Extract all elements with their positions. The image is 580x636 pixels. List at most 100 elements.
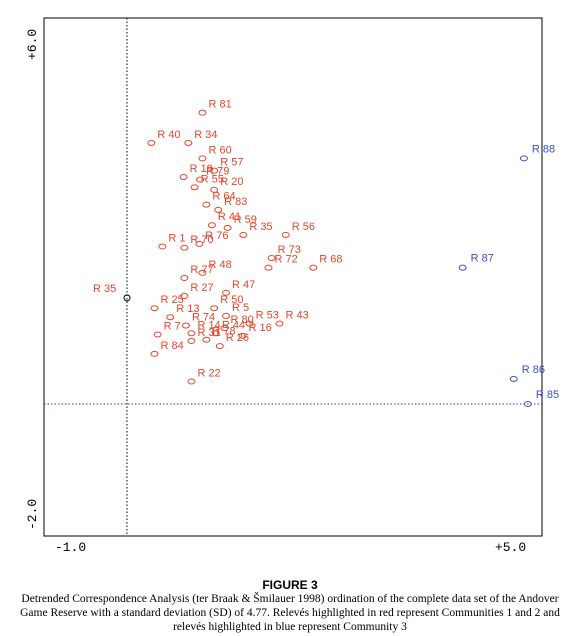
data-point-community_1_2-21 <box>180 274 189 281</box>
data-point-community_1_2-18 <box>267 255 276 262</box>
point-label-community_1_2-37: R 31 <box>197 327 220 339</box>
point-label-community_1_2-21: R 77 <box>190 264 213 276</box>
data-point-community_1_2-1 <box>147 139 156 146</box>
point-label-community_1_2-14: R 56 <box>292 221 315 233</box>
data-point-community_1_2-37 <box>187 337 196 344</box>
point-label-community_3-2: R 86 <box>522 364 545 376</box>
point-label-community_1_2-3: R 60 <box>208 144 231 156</box>
point-label-community_1_2-2: R 34 <box>194 129 217 141</box>
figure-title: FIGURE 3 <box>262 578 318 592</box>
data-point-community_1_2-28 <box>222 312 231 319</box>
plot-frame <box>43 17 543 537</box>
point-labels: R 81 R 40 R 34 R 60R 57 R 19R 79R 55R 20 R 64… <box>93 99 559 401</box>
point-label-community_1_2-0: R 81 <box>208 99 231 111</box>
data-point-community_1_2-13 <box>239 231 248 238</box>
data-point-community_1_2-6 <box>196 176 205 183</box>
data-point-community_1_2-20 <box>309 264 318 271</box>
point-label-community_1_2-15: R 1 <box>168 232 185 244</box>
data-point-community_3-1 <box>458 264 467 271</box>
point-label-community_1_2-12: R 59 <box>234 214 257 226</box>
data-point-community_1_2-25 <box>150 305 159 312</box>
point-label-community_1_2-11: R 41 <box>218 211 241 223</box>
data-point-community_1_2-40 <box>215 343 224 350</box>
point-label-community_1_2-22: R 48 <box>208 259 231 271</box>
data-point-community_3-3 <box>523 401 532 407</box>
data-point-community_1_2-34 <box>220 325 229 332</box>
data-point-community_1_2-8 <box>210 186 219 193</box>
data-point-community_1_2-33 <box>211 330 220 337</box>
point-label-community_1_2-4: R 57 <box>220 157 243 169</box>
point-label-community_1_2-10: R 83 <box>224 196 247 208</box>
point-label-community_1_2-6: R 79 <box>206 166 229 178</box>
point-label-community_1_2-40: R 26 <box>226 332 249 344</box>
data-point-community_3-2 <box>509 375 518 382</box>
data-point-community_1_2-41 <box>187 378 196 385</box>
point-label-community_1_2-39: R 84 <box>161 340 184 352</box>
point-label-community_1_2-25: R 25 <box>161 294 184 306</box>
data-point-community_1_2-32 <box>187 330 196 337</box>
point-label-community_1_2-13: R 35 <box>249 221 272 233</box>
point-label-community_3-1: R 87 <box>471 253 494 265</box>
x-min-tick-label: -1.0 <box>55 540 86 555</box>
point-label-community_1_2-28: R 5 <box>232 302 249 314</box>
point-label-community_3-3: R 85 <box>536 389 559 401</box>
point-label-community_1_2-34: R 80 <box>230 314 253 326</box>
data-point-community_1_2-16 <box>180 244 189 251</box>
data-point-community_1_2-39 <box>150 350 159 357</box>
point-label-community_1_2-1: R 40 <box>157 129 180 141</box>
data-point-origin-0 <box>123 294 131 302</box>
data-point-community_1_2-30 <box>275 320 284 327</box>
data-point-community_1_2-29 <box>245 320 254 327</box>
point-label-community_1_2-5: R 19 <box>190 163 213 175</box>
data-point-community_1_2-3 <box>198 155 207 162</box>
data-point-community_1_2-26 <box>210 305 219 312</box>
data-point-community_1_2-27 <box>166 314 175 321</box>
point-label-community_1_2-18: R 73 <box>278 244 301 256</box>
data-point-community_1_2-9 <box>202 201 211 208</box>
point-label-community_1_2-38: R 78 <box>212 326 235 338</box>
point-label-community_1_2-27: R 13 <box>176 303 199 315</box>
scatter-points <box>123 109 532 407</box>
point-label-community_1_2-30: R 43 <box>285 310 308 322</box>
data-point-community_1_2-22 <box>198 269 207 276</box>
point-label-community_3-0: R 88 <box>532 143 555 155</box>
data-point-community_1_2-4 <box>210 167 219 174</box>
data-point-community_1_2-10 <box>214 206 223 213</box>
data-point-community_1_2-2 <box>184 139 193 146</box>
data-point-community_1_2-0 <box>198 109 207 116</box>
point-label-community_1_2-19: R 72 <box>274 254 297 266</box>
point-label-community_1_2-29: R 53 <box>256 310 279 322</box>
point-label-community_1_2-35: R 16 <box>249 322 272 334</box>
data-point-community_1_2-31 <box>181 322 190 329</box>
data-point-community_3-0 <box>519 155 528 162</box>
point-label-community_1_2-23: R 47 <box>232 279 255 291</box>
point-label-community_1_2-16: R 70 <box>190 234 213 246</box>
point-label-community_1_2-31: R 74 <box>192 312 215 324</box>
point-label-community_1_2-41: R 22 <box>197 367 220 379</box>
point-label-community_1_2-7: R 55 <box>201 173 224 185</box>
point-label-community_1_2-8: R 20 <box>220 176 243 188</box>
point-label-community_1_2-9: R 64 <box>212 191 235 203</box>
data-point-community_1_2-12 <box>223 224 232 231</box>
data-point-community_1_2-23 <box>222 289 231 296</box>
point-label-community_1_2-36: R 7 <box>164 321 181 333</box>
data-point-community_1_2-36 <box>153 331 162 338</box>
point-label-community_1_2-33: R 44 <box>222 319 245 331</box>
figure-caption: Detrended Correspondence Analysis (ter B… <box>20 593 560 633</box>
y-min-tick-label: -2.0 <box>25 499 40 530</box>
data-point-community_1_2-14 <box>281 231 290 238</box>
data-point-community_1_2-5 <box>179 174 188 181</box>
point-label-community_1_2-24: R 27 <box>190 282 213 294</box>
reference-lines <box>44 18 542 536</box>
data-point-community_1_2-17 <box>195 240 204 247</box>
data-point-community_1_2-38 <box>202 336 211 343</box>
y-max-tick-label: +6.0 <box>25 29 40 60</box>
data-point-community_1_2-19 <box>264 264 273 271</box>
point-label-community_1_2-20: R 68 <box>319 254 342 266</box>
data-point-community_1_2-35 <box>238 332 247 339</box>
point-label-community_1_2-26: R 50 <box>220 294 243 306</box>
point-label-community_1_2-17: R 76 <box>205 230 228 242</box>
data-point-community_1_2-15 <box>158 243 167 250</box>
x-max-tick-label: +5.0 <box>495 540 526 555</box>
